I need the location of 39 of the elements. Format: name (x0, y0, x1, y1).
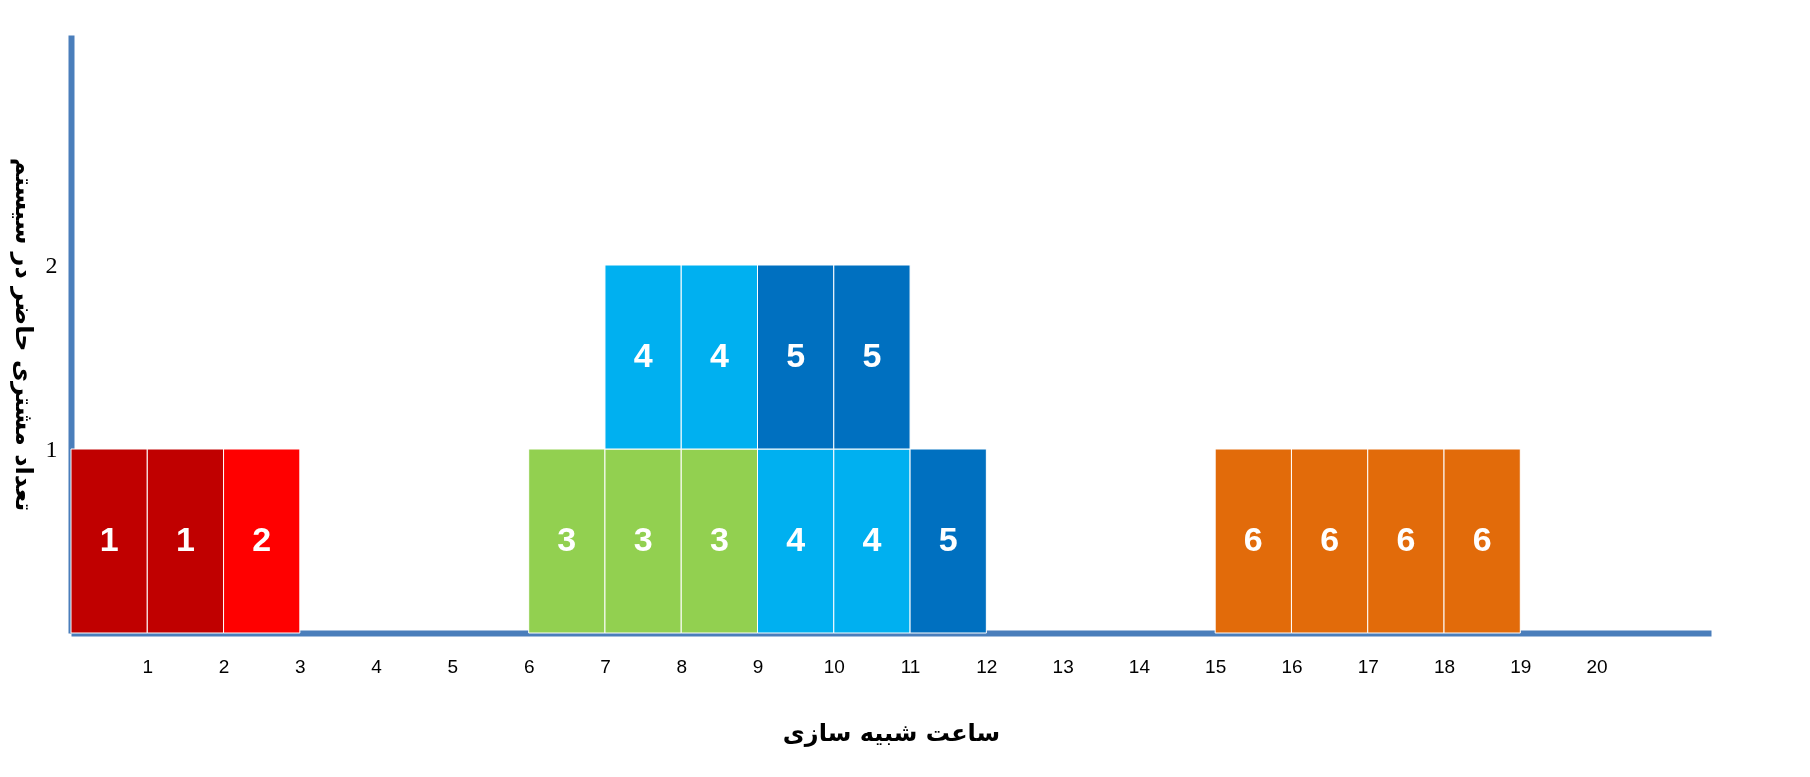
x-tick-label: 1 (142, 655, 154, 677)
text: 5 (938, 520, 958, 558)
x-tick-label: 8 (676, 655, 688, 677)
series-label: 5 (786, 336, 806, 374)
x-tick-label: 3 (295, 655, 306, 677)
series-label: 2 (252, 520, 272, 558)
y-axis-title: تعداد مشتری حاضر در سیستم (9, 157, 38, 512)
x-tick-label: 10 (823, 655, 845, 677)
x-tick-label: 17 (1357, 655, 1379, 677)
x-tick-label: 9 (752, 655, 764, 677)
text: 3 (557, 520, 577, 558)
text: 4 (786, 520, 806, 558)
text: 6 (1396, 520, 1416, 558)
series-label: 1 (99, 520, 119, 558)
x-tick-label: 19 (1510, 655, 1532, 677)
x-tick-label: 18 (1433, 655, 1456, 677)
x-tick-label: 2 (218, 655, 230, 677)
x-tick-label: 7 (600, 655, 611, 677)
x-tick-label: 16 (1281, 655, 1303, 677)
text: 6 (1472, 520, 1492, 558)
text: 1 (175, 520, 195, 558)
series-label: 6 (1243, 520, 1263, 558)
text: 6 (1320, 520, 1340, 558)
x-tick-label: 13 (1052, 655, 1074, 677)
text: 4 (709, 336, 729, 374)
x-tick-label: 11 (900, 655, 921, 677)
x-tick-label: 15 (1205, 655, 1227, 677)
series-label: 4 (633, 336, 653, 374)
x-tick-label: 12 (976, 655, 998, 677)
x-tick-label: 20 (1586, 655, 1608, 677)
x-tick-label: 5 (447, 655, 459, 677)
x-tick-label: 14 (1128, 655, 1151, 677)
x-tick-label: 4 (371, 655, 383, 677)
series-label: 3 (633, 520, 653, 558)
x-axis-title: ساعت شبیه سازی (782, 718, 1001, 747)
text: 4 (862, 520, 882, 558)
text: 5 (862, 336, 882, 374)
text: 3 (709, 520, 729, 558)
x-tick-label: 6 (523, 655, 535, 677)
